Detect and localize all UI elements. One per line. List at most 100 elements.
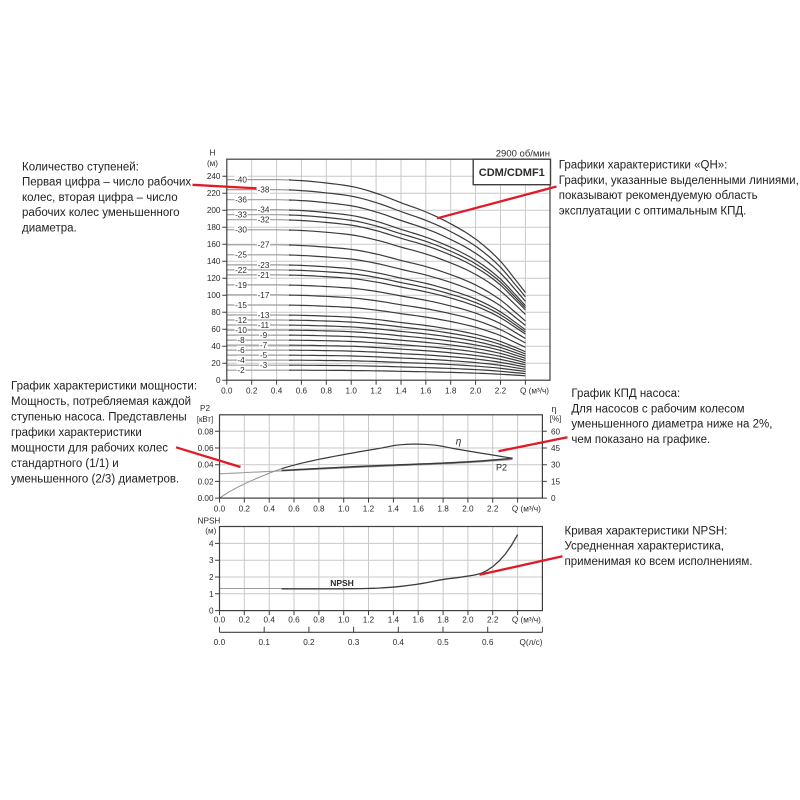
svg-text:1.8: 1.8 [445,387,457,396]
svg-text:0.2: 0.2 [303,638,315,647]
svg-text:0.5: 0.5 [437,638,449,647]
svg-text:0.6: 0.6 [288,616,300,625]
svg-text:графики характеристики: графики характеристики [11,427,142,439]
svg-text:120: 120 [207,274,221,283]
svg-text:100: 100 [207,291,221,300]
svg-text:0.2: 0.2 [246,387,258,396]
svg-text:-22: -22 [235,266,247,275]
svg-text:0.4: 0.4 [271,387,283,396]
svg-text:240: 240 [207,172,221,181]
svg-text:1.2: 1.2 [363,505,375,514]
svg-text:2: 2 [209,573,214,582]
svg-text:20: 20 [211,359,221,368]
svg-text:60: 60 [211,325,221,334]
svg-text:220: 220 [207,189,221,198]
svg-text:-23: -23 [258,261,270,270]
svg-text:0.6: 0.6 [296,387,308,396]
svg-text:0.6: 0.6 [482,638,494,647]
svg-text:ступенью насоса. Представлены: ступенью насоса. Представлены [11,412,187,424]
svg-text:0.0: 0.0 [214,616,226,625]
svg-text:0.08: 0.08 [198,427,214,436]
svg-text:эксплуатации с оптимальным КПД: эксплуатации с оптимальным КПД. [559,205,747,217]
svg-text:2.0: 2.0 [462,616,474,625]
svg-text:-33: -33 [235,211,247,220]
svg-text:2900 об/мин: 2900 об/мин [496,149,550,160]
svg-text:рабочих колес уменьшенного: рабочих колес уменьшенного [22,207,180,219]
svg-text:0.0: 0.0 [214,638,226,647]
svg-text:Первая цифра – число рабочих: Первая цифра – число рабочих [22,177,191,189]
svg-text:0.8: 0.8 [321,387,333,396]
svg-text:Q(л/с): Q(л/с) [520,638,543,647]
svg-text:-36: -36 [235,196,247,205]
svg-text:1.4: 1.4 [395,387,407,396]
svg-text:2.2: 2.2 [495,387,507,396]
svg-text:NPSH: NPSH [198,517,221,526]
svg-text:1.2: 1.2 [363,616,375,625]
svg-text:-2: -2 [237,366,245,375]
svg-text:-40: -40 [235,176,247,185]
svg-text:1.2: 1.2 [370,387,382,396]
svg-text:0.1: 0.1 [259,638,271,647]
svg-text:1.6: 1.6 [413,505,425,514]
svg-text:0.0: 0.0 [221,387,233,396]
svg-text:45: 45 [551,444,561,453]
svg-text:уменьшенного (2/3) диаметров.: уменьшенного (2/3) диаметров. [11,474,179,486]
svg-text:1.0: 1.0 [346,387,358,396]
svg-text:Q (м³/ч): Q (м³/ч) [520,387,549,396]
svg-text:CDM/CDMF1: CDM/CDMF1 [479,167,545,179]
svg-text:2.2: 2.2 [487,505,499,514]
svg-text:применимая ко всем исполнениям: применимая ко всем исполнениям. [565,556,753,568]
svg-text:-9: -9 [260,331,268,340]
svg-text:15: 15 [551,477,561,486]
svg-text:0.2: 0.2 [239,616,251,625]
svg-text:0.4: 0.4 [264,505,276,514]
svg-text:[%]: [%] [550,415,562,424]
svg-text:1.8: 1.8 [437,505,449,514]
svg-text:Мощность, потребляемая каждой: Мощность, потребляемая каждой [11,396,191,408]
svg-text:1.6: 1.6 [420,387,432,396]
svg-text:1.0: 1.0 [338,616,350,625]
svg-text:-7: -7 [260,341,268,350]
svg-text:Графики характеристики «QH»:: Графики характеристики «QH»: [559,160,728,172]
svg-text:40: 40 [211,342,221,351]
svg-text:-38: -38 [258,186,270,195]
svg-text:0.04: 0.04 [198,461,214,470]
svg-text:1.6: 1.6 [413,616,425,625]
svg-text:колес, вторая цифра – число: колес, вторая цифра – число [22,192,178,204]
svg-text:0.02: 0.02 [198,477,214,486]
svg-text:мощности для рабочих колес: мощности для рабочих колес [11,443,168,455]
svg-text:140: 140 [207,257,221,266]
svg-text:-8: -8 [237,336,245,345]
svg-text:-25: -25 [235,251,247,260]
svg-text:1.8: 1.8 [437,616,449,625]
svg-text:NPSH: NPSH [330,578,354,588]
svg-text:График характеристики мощности: График характеристики мощности: [11,381,197,393]
svg-text:-27: -27 [258,241,270,250]
svg-text:80: 80 [211,308,221,317]
svg-text:2.0: 2.0 [470,387,482,396]
svg-text:чем показано на графике.: чем показано на графике. [571,434,710,446]
svg-text:уменьшенного диаметра ниже на: уменьшенного диаметра ниже на 2%, [571,419,772,431]
svg-text:180: 180 [207,223,221,232]
svg-text:0.00: 0.00 [198,494,214,503]
svg-text:0: 0 [551,494,556,503]
svg-text:1.0: 1.0 [338,505,350,514]
svg-text:-5: -5 [260,351,268,360]
svg-text:0.06: 0.06 [198,444,214,453]
svg-text:0.8: 0.8 [313,616,325,625]
svg-text:H: H [210,149,216,158]
svg-text:-34: -34 [258,206,270,215]
svg-text:-17: -17 [258,291,270,300]
svg-text:Для насосов с рабочим колесом: Для насосов с рабочим колесом [571,403,744,415]
svg-text:1: 1 [209,590,214,599]
svg-text:0.3: 0.3 [348,638,360,647]
svg-text:-3: -3 [260,361,268,370]
svg-text:График КПД насоса:: График КПД насоса: [571,388,680,400]
svg-text:4: 4 [209,539,214,548]
svg-text:Q (м³/ч): Q (м³/ч) [512,505,541,514]
svg-text:-21: -21 [258,271,270,280]
svg-text:0.0: 0.0 [214,505,226,514]
svg-text:η: η [456,436,462,447]
svg-text:30: 30 [551,461,561,470]
svg-text:показывают рекомендуемую облас: показывают рекомендуемую область [559,190,758,202]
